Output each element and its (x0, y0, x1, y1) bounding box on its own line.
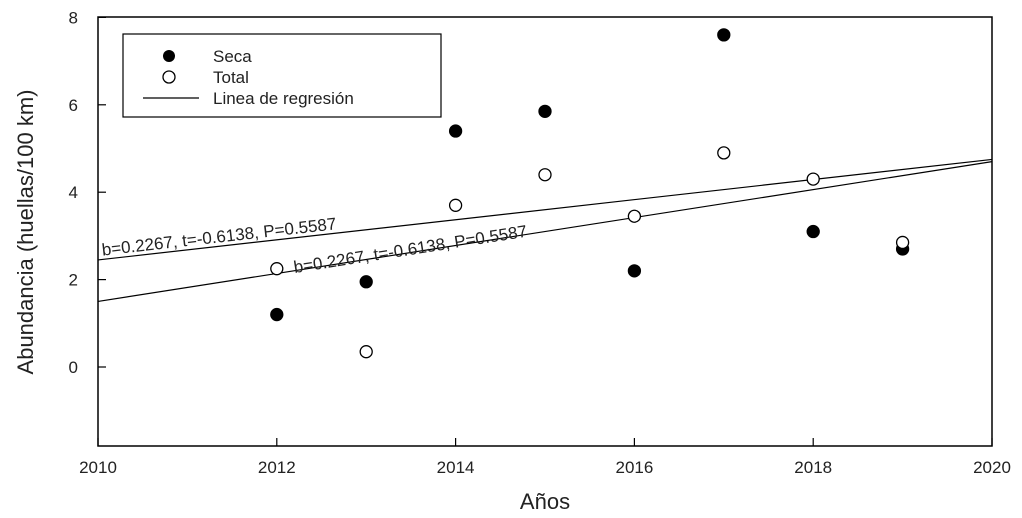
y-tick-label: 8 (69, 8, 78, 27)
y-axis: 0 2 4 6 8 (69, 8, 106, 377)
x-tick-label: 2014 (437, 458, 475, 477)
x-axis: 2010 2012 2014 2016 2018 2020 (79, 438, 1011, 477)
point-seca (538, 104, 552, 119)
point-total (627, 209, 642, 223)
point-seca (448, 124, 463, 138)
y-tick-label: 4 (69, 183, 78, 202)
y-axis-title: Abundancia (huellas/100 km) (13, 90, 38, 375)
legend-label-seca: Seca (213, 47, 252, 66)
point-total (806, 172, 820, 186)
point-seca (806, 224, 820, 239)
x-tick-label: 2020 (973, 458, 1011, 477)
point-total (895, 235, 910, 250)
x-axis-title: Años (520, 489, 570, 514)
x-tick-label: 2012 (258, 458, 296, 477)
regression-lines (97, 158, 993, 303)
regression-line-1 (97, 158, 993, 261)
x-tick-label: 2010 (79, 458, 117, 477)
x-tick-label: 2016 (615, 458, 653, 477)
regression-annotation-1: b=0.2267, t=-0.6138, P=0.5587 (101, 214, 337, 259)
point-total (717, 146, 731, 160)
plot-frame (97, 16, 993, 447)
point-total (270, 262, 284, 276)
point-total (538, 168, 552, 182)
point-seca (270, 307, 284, 322)
x-tick-label: 2018 (794, 458, 832, 477)
legend-marker-seca (163, 50, 175, 62)
legend-box (122, 33, 442, 118)
point-total (359, 345, 373, 359)
legend-marker-total (162, 70, 176, 84)
legend-label-total: Total (213, 68, 249, 87)
point-seca (717, 28, 731, 42)
legend: Seca Total Linea de regresión (122, 33, 442, 118)
y-tick-label: 2 (69, 271, 78, 290)
point-total (448, 198, 463, 212)
y-tick-label: 6 (69, 96, 78, 115)
legend-label-line: Linea de regresión (213, 89, 354, 108)
point-seca (359, 275, 373, 289)
data-points (270, 28, 910, 359)
regression-line-2 (97, 161, 993, 303)
point-seca (627, 264, 642, 278)
y-tick-label: 0 (69, 358, 78, 377)
